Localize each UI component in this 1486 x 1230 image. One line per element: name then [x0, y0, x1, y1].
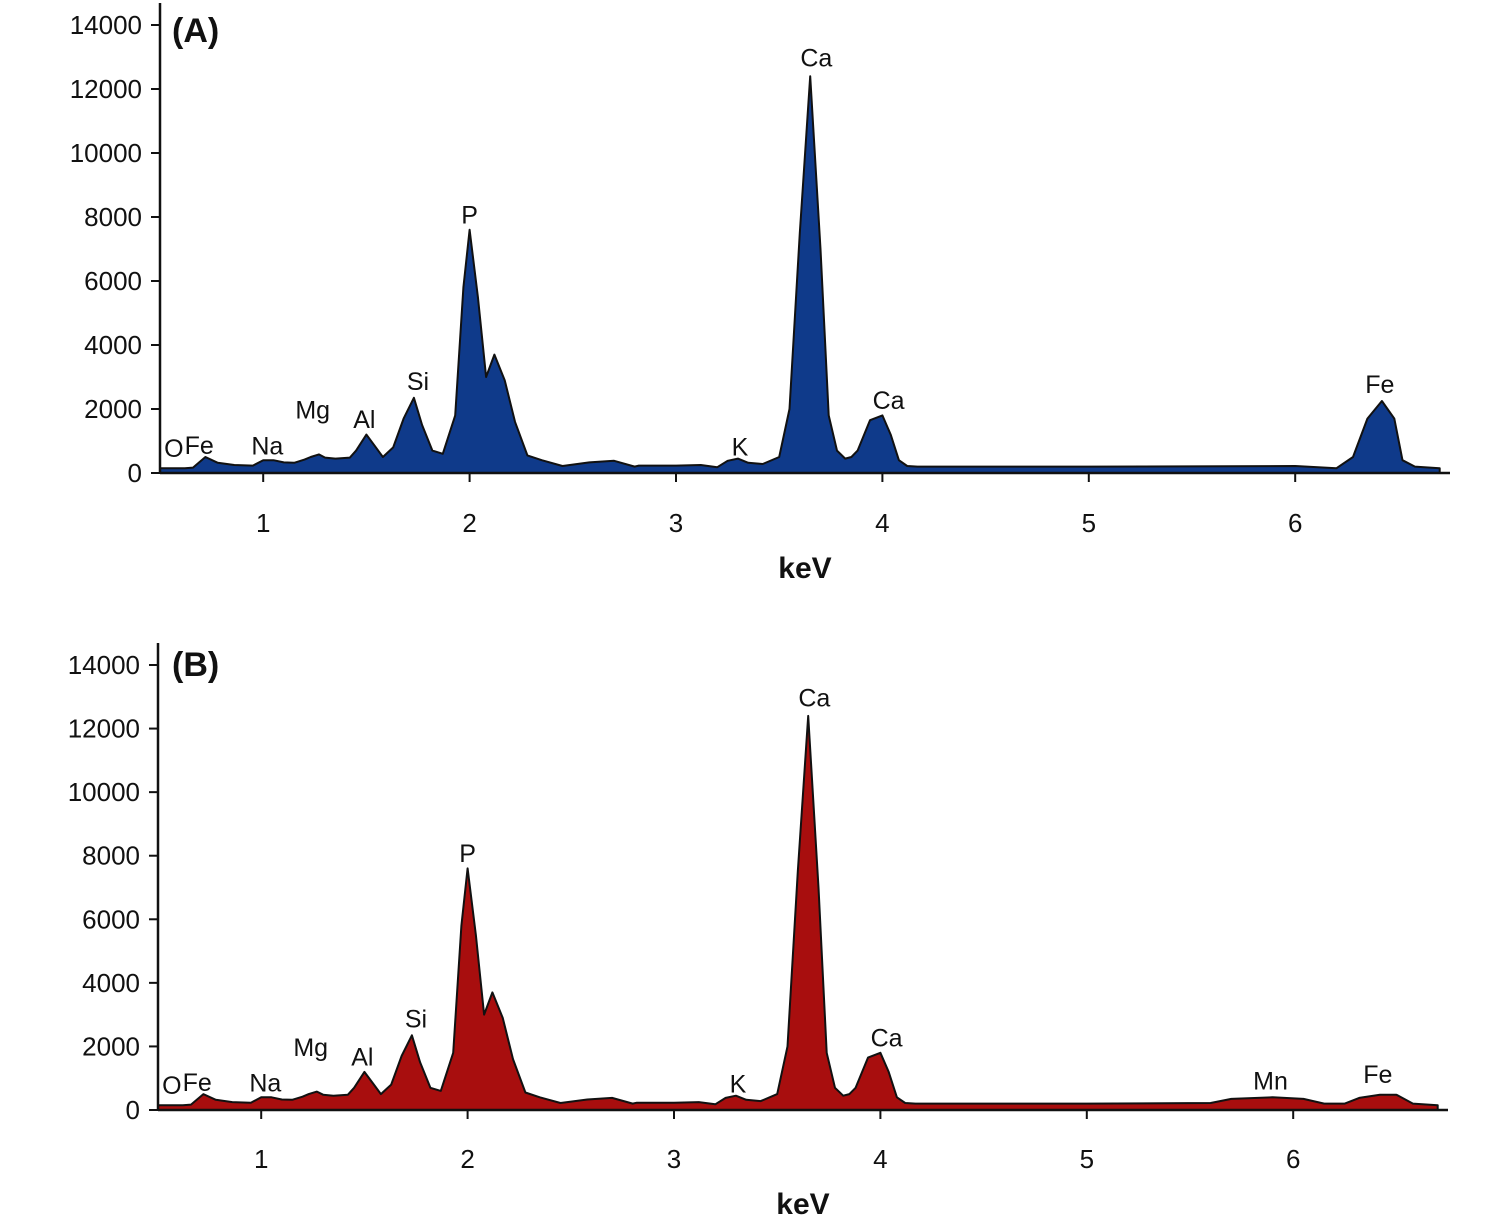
y-tick-label: 14000 [70, 10, 142, 40]
y-tick-label: 0 [128, 458, 142, 488]
y-tick-label: 8000 [84, 202, 142, 232]
peak-label-mg: Mg [295, 397, 330, 425]
peak-label-o: O [164, 435, 183, 463]
peak-label-o: O [162, 1072, 181, 1100]
x-tick-label: 6 [1286, 1144, 1300, 1174]
peak-label-si: Si [407, 368, 429, 396]
peak-label-fe: Fe [1363, 1061, 1392, 1089]
y-tick-label: 6000 [84, 266, 142, 296]
x-tick-label: 1 [254, 1144, 268, 1174]
y-tick-label: 10000 [68, 777, 140, 807]
peak-label-al: Al [353, 406, 375, 434]
y-tick-label: 8000 [82, 841, 140, 871]
peak-label-si: Si [405, 1005, 427, 1033]
x-tick-label: 3 [667, 1144, 681, 1174]
peak-label-fe: Fe [183, 1069, 212, 1097]
x-axis-title: keV [776, 1188, 829, 1221]
y-tick-label: 12000 [68, 714, 140, 744]
peak-label-p: P [459, 840, 476, 868]
x-axis-title: keV [778, 552, 831, 585]
spectrum-area-b [157, 714, 1439, 1111]
x-tick-label: 5 [1080, 1144, 1094, 1174]
peak-label-mg: Mg [293, 1034, 328, 1062]
x-tick-label: 1 [256, 508, 270, 538]
x-tick-label: 4 [875, 508, 889, 538]
panel-label: (A) [172, 12, 219, 50]
panel-label: (B) [172, 646, 219, 684]
x-tick-label: 2 [462, 508, 476, 538]
x-tick-label: 3 [669, 508, 683, 538]
x-tick-label: 6 [1288, 508, 1302, 538]
peak-label-al: Al [351, 1044, 373, 1072]
peak-label-fe: Fe [185, 432, 214, 460]
spectrum-area-a [159, 75, 1441, 474]
x-tick-label: 4 [873, 1144, 887, 1174]
peak-label-k: K [732, 433, 749, 461]
x-tick-label: 5 [1082, 508, 1096, 538]
y-tick-label: 12000 [70, 74, 142, 104]
y-tick-label: 14000 [68, 650, 140, 680]
y-tick-label: 4000 [82, 968, 140, 998]
x-tick-label: 2 [460, 1144, 474, 1174]
panel-b: 0 2000 4000 6000 8000 10000 12000 14000 1 2 3 4 5 6 ke… [68, 643, 1448, 1221]
panel-a: 0 2000 4000 6000 8000 10000 12000 14000 1 2 3 4 5 6 ke… [70, 3, 1450, 585]
peak-label-ca: Ca [871, 1024, 903, 1052]
peak-label-k: K [730, 1071, 747, 1099]
y-tick-label: 6000 [82, 904, 140, 934]
y-tick-label: 2000 [84, 394, 142, 424]
peak-label-ca: Ca [798, 684, 830, 712]
peak-label-mn: Mn [1253, 1067, 1288, 1095]
peak-label-na: Na [249, 1070, 281, 1098]
peak-label-ca: Ca [800, 45, 832, 73]
peak-label-ca: Ca [873, 387, 905, 415]
y-tick-label: 4000 [84, 330, 142, 360]
peak-label-p: P [461, 201, 478, 229]
y-tick-label: 0 [126, 1095, 140, 1125]
y-tick-label: 10000 [70, 138, 142, 168]
y-tick-label: 2000 [82, 1031, 140, 1061]
peak-label-na: Na [251, 432, 283, 460]
peak-label-fe: Fe [1365, 371, 1394, 399]
